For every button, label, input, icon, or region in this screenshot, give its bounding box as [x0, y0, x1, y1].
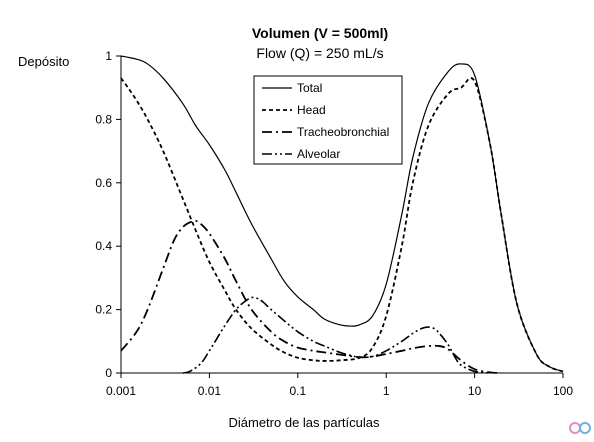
series-line-head: [120, 77, 564, 373]
series-line-alveolar: [182, 296, 491, 374]
y-tick-label: 0.4: [95, 239, 112, 253]
x-tick-label: 0.1: [289, 384, 306, 398]
y-tick-label: 0.2: [95, 303, 112, 317]
axes: 0.001 0.01 0.1 1 10 100 0 0.2 0.4 0.6 0.8 1: [95, 49, 573, 398]
x-tick-label: 0.001: [106, 384, 136, 398]
y-tick-label: 0.6: [95, 176, 112, 190]
x-tick-label: 100: [553, 384, 573, 398]
legend-label-alveolar: Alveolar: [297, 147, 340, 161]
x-tick-label: 1: [383, 384, 390, 398]
legend-label-head: Head: [297, 103, 326, 117]
x-axis-label: Diámetro de las partículas: [228, 415, 380, 430]
chart-subtitle: Flow (Q) = 250 mL/s: [256, 45, 383, 61]
legend-label-total: Total: [297, 81, 322, 95]
y-axis-label: Depósito: [18, 54, 69, 69]
y-tick-label: 0.8: [95, 112, 112, 126]
y-tick-label: 1: [105, 49, 112, 63]
series-line-tracheobronchial: [120, 219, 502, 374]
legend-box: [253, 75, 403, 165]
x-tick-label: 0.01: [198, 384, 222, 398]
series-layer: [120, 55, 564, 374]
x-tick-label: 10: [468, 384, 482, 398]
y-tick-label: 0: [105, 366, 112, 380]
chart-title: Volumen (V = 500ml): [252, 25, 388, 41]
legend: Total Head Tracheobronchial Alveolar: [253, 75, 403, 165]
legend-label-tracheobronchial: Tracheobronchial: [297, 125, 389, 139]
watermark-logo: [569, 422, 591, 434]
